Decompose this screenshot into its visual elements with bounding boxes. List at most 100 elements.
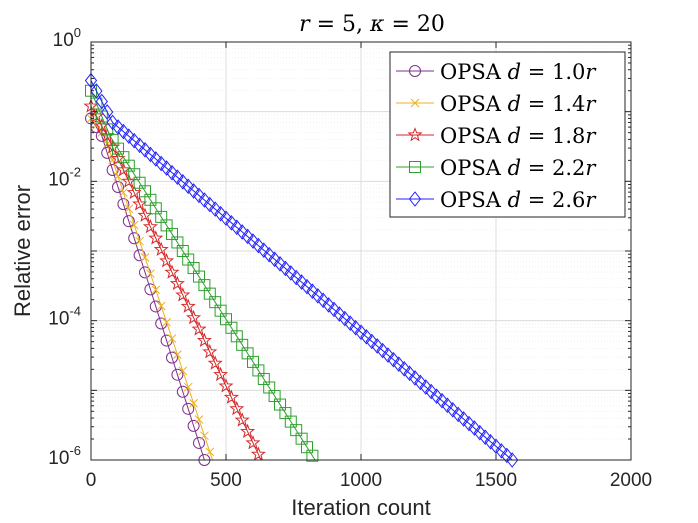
data-point xyxy=(165,164,179,181)
data-point xyxy=(234,412,250,427)
y-tick-base: 10 xyxy=(48,309,69,330)
legend-marker xyxy=(409,161,421,173)
title-var-r: r xyxy=(299,12,311,37)
data-point xyxy=(371,338,384,354)
legend-label-suffix: r xyxy=(585,92,597,116)
data-point xyxy=(468,420,481,436)
legend-label-eq: = 2.6 xyxy=(521,188,585,212)
data-point xyxy=(151,285,161,295)
data-point xyxy=(95,93,108,110)
series-4 xyxy=(84,72,519,468)
data-point xyxy=(194,415,204,424)
data-point xyxy=(338,310,351,327)
data-point xyxy=(171,368,184,381)
y-tick-exponent: -2 xyxy=(69,164,81,179)
data-point xyxy=(240,423,256,438)
data-point xyxy=(403,365,416,382)
legend-label-eq: = 1.0 xyxy=(521,60,585,84)
y-tick-exponent: 0 xyxy=(74,25,81,40)
legend-label-suffix: r xyxy=(585,60,597,84)
data-point xyxy=(176,385,189,398)
data-point xyxy=(236,224,249,240)
data-point xyxy=(166,351,178,364)
y-axis-label: Relative error xyxy=(10,185,35,317)
data-point xyxy=(398,360,411,377)
data-point xyxy=(144,146,157,163)
data-point xyxy=(138,142,152,158)
y-tick-base: 10 xyxy=(48,448,69,469)
data-point xyxy=(148,230,164,245)
data-point xyxy=(171,169,184,186)
data-point xyxy=(306,449,319,462)
data-point xyxy=(187,419,200,432)
series-3 xyxy=(85,84,319,462)
legend-label-eq: = 1.8 xyxy=(521,124,585,148)
data-point xyxy=(473,424,486,441)
data-point xyxy=(284,265,297,281)
data-point xyxy=(360,329,373,345)
data-point xyxy=(111,119,125,135)
data-point xyxy=(268,251,281,268)
data-point xyxy=(119,188,128,197)
legend-label-var: d xyxy=(508,60,521,84)
data-point xyxy=(207,355,223,370)
data-point xyxy=(169,275,185,291)
data-point xyxy=(500,447,513,464)
legend-label-name: OPSA xyxy=(440,124,508,148)
x-tick-label: 0 xyxy=(86,470,97,491)
data-point xyxy=(117,198,130,211)
data-point xyxy=(101,104,114,120)
legend-label-name: OPSA xyxy=(440,188,508,212)
series-line xyxy=(90,118,213,461)
data-point xyxy=(160,160,173,176)
series-line xyxy=(90,90,316,461)
data-point xyxy=(430,388,443,404)
data-point xyxy=(462,415,476,432)
data-point xyxy=(322,297,335,313)
data-point xyxy=(113,171,123,181)
legend-label-name: OPSA xyxy=(440,60,508,84)
data-point xyxy=(381,347,395,363)
legend-label-eq: = 1.4 xyxy=(521,92,585,116)
data-point xyxy=(106,114,119,131)
legend-marker xyxy=(407,127,423,142)
data-point xyxy=(349,319,362,336)
data-point xyxy=(230,219,243,236)
data-point xyxy=(117,123,130,140)
data-point xyxy=(196,332,212,347)
data-point xyxy=(133,249,146,262)
data-point xyxy=(425,383,438,400)
data-point xyxy=(203,196,216,213)
series-line xyxy=(90,118,205,461)
x-axis-label: Iteration count xyxy=(291,495,430,520)
data-point xyxy=(290,269,303,286)
data-point xyxy=(164,264,180,279)
data-point xyxy=(122,215,135,228)
data-point xyxy=(479,429,492,446)
y-tick-exponent: -6 xyxy=(69,443,81,458)
data-point xyxy=(506,452,519,468)
data-point xyxy=(126,184,142,200)
data-point xyxy=(178,366,188,376)
data-point xyxy=(218,378,234,393)
y-tick-base: 10 xyxy=(48,169,69,190)
chart-title: r = 5, κ = 20 xyxy=(299,12,445,37)
data-point xyxy=(128,132,141,149)
legend-label-suffix: r xyxy=(585,188,597,212)
data-point xyxy=(156,301,166,311)
data-point xyxy=(180,298,196,313)
data-point xyxy=(252,237,265,254)
data-point xyxy=(213,366,229,382)
legend-label: OPSA d = 1.8r xyxy=(440,124,597,148)
data-point xyxy=(182,402,195,415)
legend-label-var: d xyxy=(508,92,521,116)
data-point xyxy=(263,246,276,263)
data-point xyxy=(189,398,198,408)
legend-label-var: d xyxy=(508,156,521,180)
data-point xyxy=(193,436,205,449)
data-point xyxy=(219,210,233,227)
data-point xyxy=(198,192,211,208)
data-point xyxy=(124,204,134,214)
data-point xyxy=(160,334,173,347)
y-tick-exponent: -4 xyxy=(69,304,81,319)
